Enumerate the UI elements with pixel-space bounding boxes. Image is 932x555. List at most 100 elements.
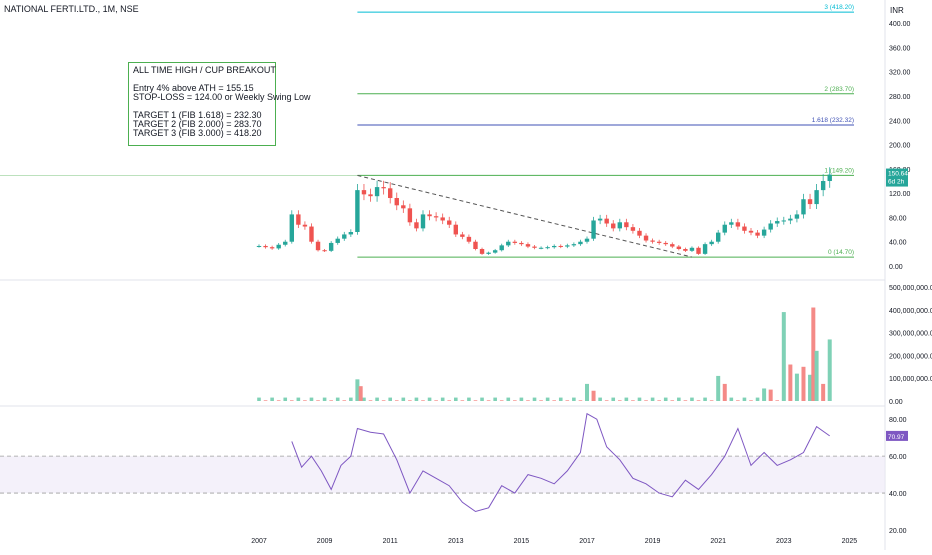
candle-body: [328, 242, 334, 251]
currency-label: INR: [890, 6, 904, 15]
x-tick: 2017: [579, 538, 595, 545]
volume-bar: [827, 339, 832, 401]
candle-body: [525, 244, 531, 247]
annotation-box[interactable]: ALL TIME HIGH / CUP BREAKOUT Entry 4% ab…: [128, 62, 311, 146]
fib-label: 1 (149.20): [824, 167, 854, 174]
x-tick: 2011: [383, 538, 398, 545]
candle-body: [414, 222, 419, 229]
volume-y-tick: 0.00: [889, 399, 903, 406]
candle-body: [460, 234, 465, 237]
candle-body: [558, 245, 563, 247]
volume-bar: [270, 397, 274, 401]
fib-label: 0 (14.70): [828, 249, 854, 256]
volume-bar: [578, 400, 583, 401]
price-y-tick: 120.00: [889, 191, 911, 198]
fib-label: 1.618 (232.32): [812, 117, 854, 124]
volume-bar: [526, 400, 530, 401]
volume-bar: [775, 400, 780, 401]
candle-body: [591, 220, 596, 239]
volume-bar: [486, 400, 491, 401]
price-badge-value: 150.64: [888, 171, 908, 178]
volume-bar: [460, 400, 465, 401]
candle-body: [735, 222, 741, 227]
volume-bar: [788, 364, 793, 401]
x-tick: 2019: [645, 538, 661, 545]
candle-body: [820, 181, 826, 191]
volume-bar: [532, 397, 537, 401]
volume-bar: [329, 400, 333, 401]
symbol-title: NATIONAL FERTI.LTD., 1M, NSE: [4, 4, 139, 14]
volume-bar: [322, 397, 327, 401]
candle-body: [394, 198, 399, 206]
candle-body: [499, 245, 504, 251]
volume-y-tick: 200,000,000.00: [889, 353, 932, 360]
volume-bar: [368, 400, 373, 401]
volume-bar: [591, 390, 596, 401]
candle-body: [388, 188, 393, 199]
volume-bar: [650, 397, 655, 401]
volume-bar: [794, 373, 799, 401]
candle-body: [696, 247, 701, 254]
annotation-line: TARGET 2 (FIB 2.000) = 283.70: [133, 119, 262, 129]
x-tick: 2013: [448, 538, 464, 545]
candle-body: [361, 190, 367, 195]
trend-line: [357, 174, 693, 258]
price-y-tick: 280.00: [889, 94, 911, 101]
rsi-badge-value: 70.97: [888, 434, 905, 441]
volume-bar: [663, 397, 668, 401]
volume-bar: [709, 400, 714, 401]
volume-bar: [499, 400, 504, 401]
candle-body: [538, 247, 544, 249]
candle-body: [506, 241, 511, 246]
candle-body: [433, 216, 439, 218]
volume-bar: [401, 397, 406, 401]
volume-bar: [558, 397, 563, 401]
candle-body: [466, 236, 472, 242]
candle-body: [716, 232, 721, 242]
candle-body: [342, 234, 347, 239]
candle-body: [322, 250, 327, 252]
candle-body: [335, 238, 340, 243]
volume-bar: [375, 397, 379, 401]
volume-bar: [358, 386, 363, 401]
price-y-tick: 0.00: [889, 264, 903, 271]
volume-bar: [513, 400, 517, 401]
volume-bar: [657, 400, 661, 401]
volume-bar: [421, 400, 425, 401]
candle-body: [374, 187, 380, 197]
volume-bar: [755, 397, 760, 401]
volume-bar: [355, 379, 360, 401]
price-y-tick: 40.00: [889, 240, 907, 247]
x-tick: 2021: [710, 538, 726, 545]
candle-body: [827, 174, 832, 182]
volume-bar: [677, 397, 681, 401]
candle-body: [401, 205, 406, 209]
annotation-line: STOP-LOSS = 124.00 or Weekly Swing Low: [133, 92, 311, 102]
volume-bar: [637, 397, 642, 401]
volume-bar: [624, 397, 629, 401]
volume-bar: [729, 397, 734, 401]
candle-body: [788, 218, 793, 221]
volume-bar: [821, 383, 826, 401]
volume-bar: [768, 389, 773, 401]
candle-body: [309, 226, 314, 242]
annotation-line: TARGET 1 (FIB 1.618) = 232.30: [133, 110, 262, 120]
volume-bar: [572, 397, 576, 401]
rsi-band: [0, 456, 885, 494]
candle-body: [722, 224, 727, 233]
volume-bar: [414, 397, 419, 401]
candle-body: [742, 226, 747, 231]
volume-bar: [604, 400, 609, 401]
volume-bar: [585, 383, 589, 401]
candle-body: [689, 247, 695, 251]
volume-bar: [781, 312, 786, 401]
candle-body: [775, 221, 780, 224]
volume-y-tick: 400,000,000.00: [889, 308, 932, 315]
volume-bar: [814, 350, 819, 401]
candle-body: [355, 190, 360, 233]
volume-bar: [690, 397, 694, 401]
volume-bar: [506, 397, 511, 401]
candle-body: [670, 244, 675, 247]
volume-bar: [467, 397, 471, 401]
